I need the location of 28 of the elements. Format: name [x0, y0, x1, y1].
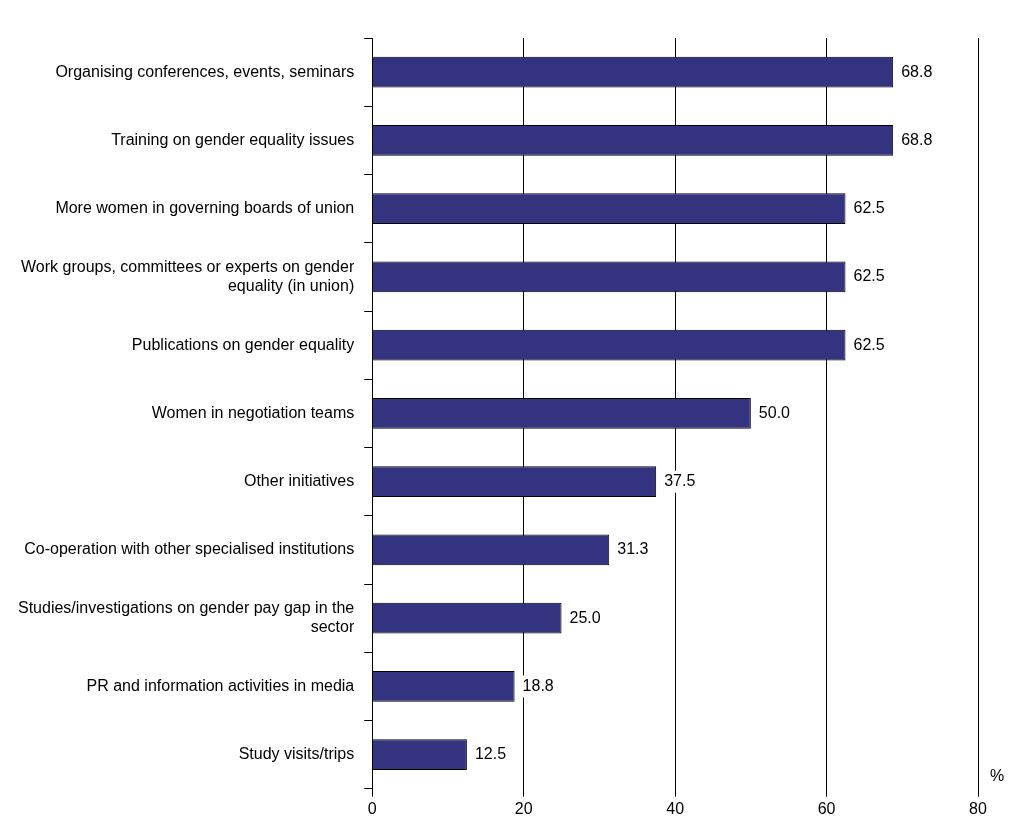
y-tick-label: Study visits/trips: [238, 745, 355, 763]
data-label: 18.8: [522, 676, 554, 694]
data-label: 68.8: [901, 62, 933, 80]
y-tick-label: Training on gender equality issues: [111, 130, 355, 148]
x-tick-label: 0: [367, 799, 377, 817]
x-tick-label: 40: [666, 799, 685, 817]
y-tick-label: Women in negotiation teams: [151, 403, 355, 421]
x-axis-title: %: [990, 767, 1005, 785]
data-label: 31.3: [617, 540, 649, 558]
y-tick-label: More women in governing boards of union: [55, 199, 355, 217]
y-tick-label: Other initiatives: [243, 472, 355, 490]
y-tick-label: Studies/investigations on gender pay gap in the sector: [18, 598, 355, 636]
data-label: 50.0: [758, 403, 791, 421]
data-label: 68.8: [901, 130, 933, 148]
x-tick-label: 60: [817, 799, 836, 817]
y-tick-label: PR and information activities in media: [86, 676, 355, 694]
y-tick-label: Publications on gender equality: [131, 335, 355, 353]
data-label: 62.5: [853, 267, 885, 285]
data-label: 12.5: [474, 745, 507, 763]
x-tick-label: 20: [514, 799, 533, 817]
data-label: 37.5: [664, 472, 696, 490]
y-tick-label: Co-operation with other specialised institutions: [24, 540, 355, 558]
data-label: 62.5: [853, 199, 885, 217]
y-tick-label: Organising conferences, events, seminars: [55, 62, 355, 80]
y-tick-label: Work groups, committees or experts on gender equality (in union): [21, 257, 355, 294]
x-tick-label: 80: [969, 799, 987, 817]
data-label: 62.5: [853, 335, 885, 353]
data-label: 25.0: [569, 608, 601, 626]
